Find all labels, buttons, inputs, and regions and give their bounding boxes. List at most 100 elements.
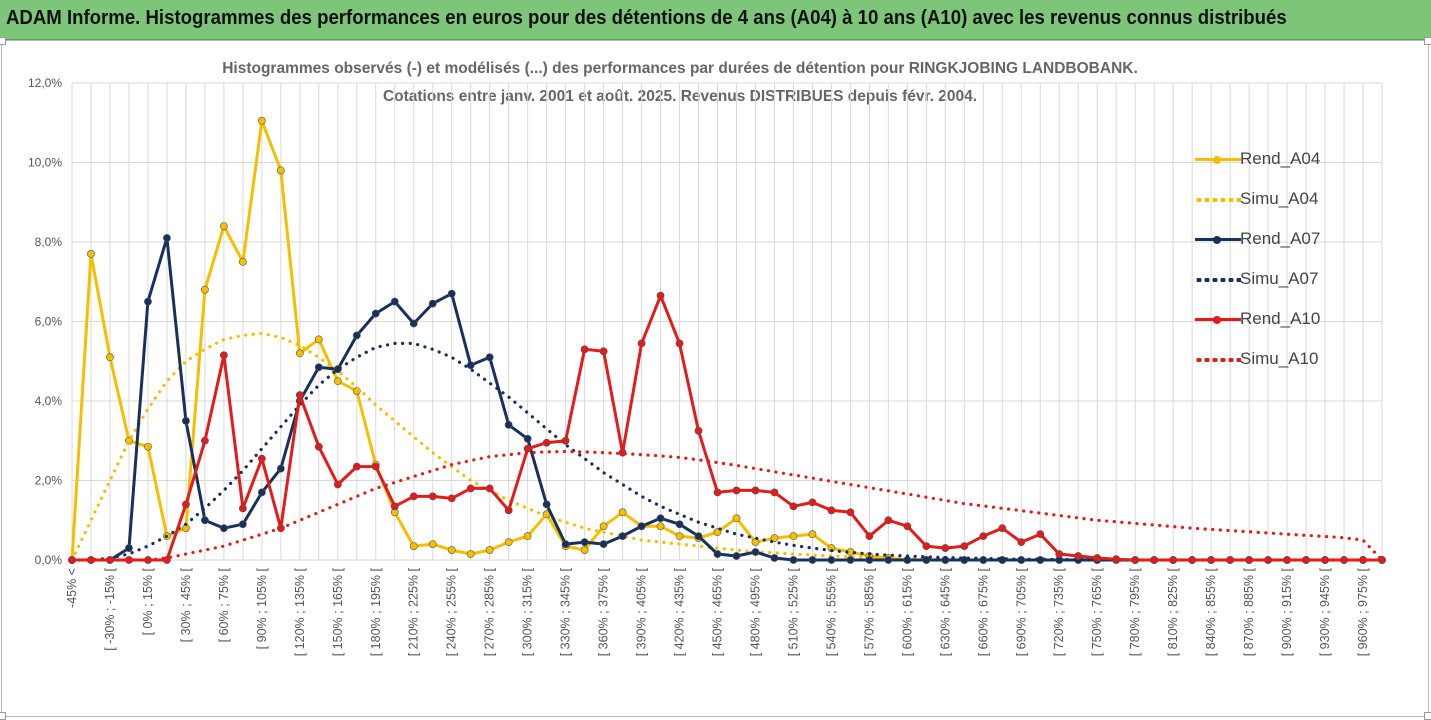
y-tick-label: 0,0%: [35, 553, 63, 567]
rend-a04-point: [675, 532, 684, 541]
rend-a10-point: [1340, 556, 1348, 564]
rend-a10-point: [371, 462, 380, 471]
legend-item-rend-a07[interactable]: Rend_A07: [1180, 220, 1380, 260]
rend-a10-point: [675, 339, 684, 348]
rend-a10-point: [428, 492, 437, 501]
rend-a04-point: [200, 285, 209, 294]
rend-a10-point: [979, 532, 988, 541]
rend-a04-point: [106, 353, 114, 362]
rend-a10-point: [694, 426, 703, 435]
rend-a07-point: [428, 299, 437, 308]
rend-a10-point: [998, 524, 1007, 533]
rend-a10-point: [504, 506, 513, 515]
rend-a07-point: [447, 289, 456, 298]
rend-a04-point: [219, 222, 228, 230]
rend-a04-point: [466, 550, 475, 558]
legend-label-simu-a10: Simu_A10: [1240, 349, 1319, 368]
x-tick-label: [ 450% ; 465% [: [711, 567, 725, 656]
rend-a10-point: [200, 436, 209, 445]
rend-a10-point: [884, 516, 893, 525]
y-tick-label: 12,0%: [28, 76, 62, 90]
rend-a07-point: [789, 556, 798, 564]
rend-a10-point: [922, 542, 931, 550]
rend-a04-point: [447, 546, 456, 554]
legend-item-rend-a10[interactable]: Rend_A10: [1180, 300, 1380, 340]
x-tick-label: [ 240% ; 255% [: [445, 567, 459, 656]
rend-a10-point: [1226, 556, 1235, 564]
rend-a04-point: [808, 530, 817, 539]
rend-a10-point: [580, 345, 589, 354]
x-tick-label: [ 600% ; 615% [: [900, 567, 914, 656]
rend-a10-point: [352, 462, 361, 471]
x-tick-label: [ 690% ; 705% [: [1014, 567, 1028, 656]
rend-a10-point: [865, 532, 874, 541]
chart-legend: Rend_A04 Simu_A04 Rend_A07 Simu_A07 Rend_A10…: [1180, 140, 1380, 380]
rend-a07-point: [200, 516, 209, 525]
x-tick-label: [ 930% ; 945% [: [1318, 567, 1332, 656]
legend-item-simu-a04[interactable]: Simu_A04: [1180, 180, 1380, 220]
y-tick-label: 4,0%: [35, 394, 63, 408]
x-tick-label: [ 540% ; 555% [: [824, 567, 838, 656]
rend-a04-point: [580, 546, 589, 554]
legend-marker-rend-a04: [1213, 155, 1221, 164]
rend-a07-point: [922, 556, 931, 564]
legend-marker-rend-a07: [1213, 235, 1221, 244]
rend-a04-point: [295, 349, 304, 358]
rend-a07-point: [276, 464, 285, 473]
resize-handle-top-right[interactable]: [1424, 37, 1431, 45]
rend-a07-point: [580, 538, 589, 547]
rend-a10-point: [295, 391, 304, 399]
legend-item-rend-a04[interactable]: Rend_A04: [1180, 140, 1380, 180]
rend-a07-point: [656, 514, 665, 523]
rend-a10-point: [182, 500, 190, 509]
rend-a04-point: [504, 538, 513, 547]
rend-a10-point: [846, 508, 855, 517]
report-banner-title: ADAM Informe. Histogrammes des performan…: [6, 7, 1287, 29]
rend-a10-point: [163, 556, 171, 564]
rend-a10-point: [1264, 556, 1272, 564]
rend-a10-point: [1207, 556, 1216, 564]
rend-a10-point: [1036, 530, 1045, 539]
legend-item-simu-a10[interactable]: Simu_A10: [1180, 340, 1380, 380]
rend-a10-point: [257, 454, 266, 463]
x-tick-label: [ 720% ; 735% [: [1052, 567, 1066, 656]
rend-a10-point: [1321, 556, 1329, 564]
rend-a07-point: [523, 434, 532, 443]
x-tick-label: [ -30% ; -15% [: [103, 567, 117, 650]
resize-handle-top-left[interactable]: [0, 37, 6, 45]
rend-a10-point: [1283, 556, 1291, 564]
legend-label-rend-a10: Rend_A10: [1240, 309, 1321, 328]
rend-a04-point: [87, 250, 95, 258]
rend-a10-point: [561, 436, 570, 445]
rend-a07-point: [390, 297, 399, 306]
rend-a04-point: [257, 116, 266, 125]
legend-item-simu-a07[interactable]: Simu_A07: [1180, 260, 1380, 300]
x-tick-label: -45% <: [65, 568, 79, 608]
rend-a07-point: [998, 556, 1007, 564]
x-tick-label: [ 960% ; 975% [: [1356, 567, 1370, 656]
rend-a10-point: [466, 484, 475, 493]
x-tick-label: [ 390% ; 405% [: [635, 567, 649, 656]
legend-swatch-simu-a10: [1195, 358, 1241, 362]
y-tick-label: 10,0%: [28, 156, 62, 170]
legend-swatch-rend-a04: [1195, 155, 1241, 164]
rend-a10-point: [732, 486, 741, 495]
rend-a07-point: [219, 524, 228, 533]
rend-a07-point: [960, 556, 969, 564]
rend-a04-point: [333, 377, 342, 386]
rend-a10-point: [409, 492, 418, 501]
rend-a04-point: [144, 442, 152, 451]
x-tick-label: [ 90% ; 105% [: [255, 567, 269, 649]
rend-a10-point: [789, 502, 798, 511]
x-tick-label: [ 570% ; 585% [: [862, 567, 876, 656]
x-tick-label: [ 840% ; 855% [: [1204, 567, 1218, 656]
rend-a10-point: [770, 488, 779, 497]
simu-a10-line: [70, 449, 1384, 562]
rend-a07-point: [257, 488, 266, 497]
legend-label-simu-a04: Simu_A04: [1240, 189, 1319, 208]
rend-a07-point: [770, 554, 779, 562]
rend-a10-line: [72, 294, 1382, 562]
rend-a10-point: [447, 494, 456, 503]
rend-a04-point: [409, 542, 418, 550]
